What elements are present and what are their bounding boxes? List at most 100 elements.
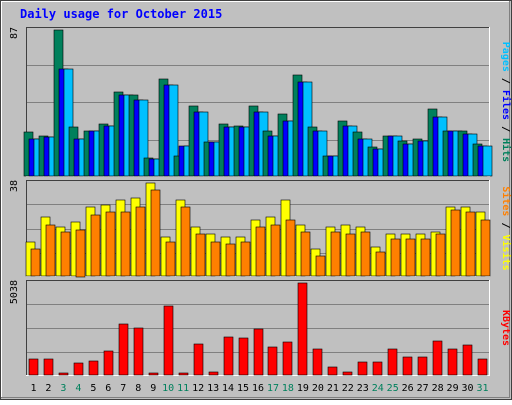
bar-kbytes-kbytes-28 (432, 340, 443, 376)
bar-visits-sites-9 (150, 189, 161, 277)
bar-kbytes-kbytes-21 (327, 366, 338, 376)
panel-kbytes: 5038 KBytes (9, 280, 511, 376)
bar-visits-sites-29 (450, 209, 461, 277)
axis-title-part-sites: Sites (500, 186, 512, 216)
x-label-day-16: 16 (252, 383, 264, 394)
bar-visits-sites-8 (135, 206, 146, 277)
bar-kbytes-kbytes-3 (58, 372, 69, 376)
axis-title-kbytes: KBytes (500, 310, 511, 346)
axis-title-separator: / (500, 216, 511, 234)
bar-hits-pages-10 (168, 84, 179, 177)
x-label-day-28: 28 (432, 383, 444, 394)
max-label-visits: 38 (9, 180, 20, 192)
axis-title-part-hits: Hits (500, 138, 512, 162)
chart-panels: 87 Pages / Files / Hits 38 Sites / Visits 50… (9, 27, 512, 376)
bar-hits-pages-8 (138, 99, 149, 177)
bar-kbytes-kbytes-22 (342, 371, 353, 376)
axis-title-separator: / (500, 120, 511, 138)
x-label-day-8: 8 (135, 383, 141, 394)
chart-title: Daily usage for October 2015 (20, 7, 222, 21)
x-label-day-23: 23 (357, 383, 369, 394)
bar-visits-sites-5 (90, 214, 101, 277)
x-label-day-4: 4 (75, 383, 81, 394)
x-label-day-7: 7 (120, 383, 126, 394)
bar-visits-sites-11 (180, 206, 191, 277)
x-label-day-20: 20 (312, 383, 324, 394)
bar-visits-sites-2 (45, 224, 56, 277)
panel-visits: 38 Sites / Visits (9, 180, 512, 278)
x-axis-labels: 1 2 3 4 5 6 7 8 9 10 11 12 13 14 15 16 17 18 19 20 21 22 23 24 2… (30, 383, 488, 394)
bar-kbytes-kbytes-16 (253, 328, 264, 376)
x-label-day-14: 14 (222, 383, 234, 394)
bar-visits-sites-4 (75, 229, 86, 278)
x-label-day-18: 18 (282, 383, 294, 394)
bar-visits-sites-13 (210, 241, 221, 277)
bar-kbytes-kbytes-25 (387, 348, 398, 376)
bar-kbytes-kbytes-4 (73, 362, 84, 376)
bar-visits-sites-15 (240, 241, 251, 277)
bar-visits-sites-7 (120, 211, 131, 277)
bar-kbytes-kbytes-5 (88, 360, 99, 376)
bar-hits-pages-3 (63, 68, 74, 177)
bar-visits-sites-26 (405, 238, 416, 277)
bar-kbytes-kbytes-27 (417, 356, 428, 376)
bar-kbytes-kbytes-9 (148, 372, 159, 376)
max-label-hits: 87 (9, 27, 20, 39)
x-label-day-5: 5 (90, 383, 96, 394)
x-label-day-1: 1 (30, 383, 36, 394)
bar-kbytes-kbytes-6 (103, 350, 114, 376)
x-label-day-27: 27 (417, 383, 429, 394)
bar-visits-sites-30 (465, 211, 476, 277)
x-label-day-24: 24 (372, 383, 384, 394)
bar-kbytes-kbytes-24 (372, 361, 383, 376)
bar-visits-sites-10 (165, 241, 176, 277)
bar-visits-sites-27 (420, 238, 431, 277)
x-label-day-2: 2 (45, 383, 51, 394)
x-label-day-17: 17 (267, 383, 279, 394)
axis-title-separator: / (500, 72, 511, 90)
bar-visits-sites-23 (360, 231, 371, 277)
bar-visits-sites-21 (330, 231, 341, 277)
axis-title-part-pages: Pages (500, 42, 511, 72)
x-label-day-3: 3 (60, 383, 66, 394)
bar-kbytes-kbytes-20 (312, 348, 323, 376)
x-label-day-10: 10 (162, 383, 174, 394)
bar-visits-sites-16 (255, 226, 266, 277)
bar-visits-sites-17 (270, 224, 281, 277)
bar-visits-sites-25 (390, 238, 401, 277)
x-label-day-6: 6 (105, 383, 111, 394)
x-label-day-21: 21 (327, 383, 339, 394)
x-label-day-11: 11 (177, 383, 189, 394)
bar-kbytes-kbytes-31 (477, 358, 488, 376)
x-label-day-12: 12 (192, 383, 204, 394)
bar-kbytes-kbytes-30 (462, 344, 473, 376)
x-label-day-22: 22 (342, 383, 354, 394)
bar-visits-sites-6 (105, 211, 116, 277)
bar-hits-pages-31 (482, 145, 493, 177)
bar-visits-sites-18 (285, 219, 296, 277)
bar-hits-pages-20 (317, 130, 328, 177)
bar-kbytes-kbytes-13 (208, 371, 219, 376)
bar-visits-sites-31 (480, 219, 491, 277)
bar-kbytes-kbytes-19 (297, 282, 308, 376)
bar-kbytes-kbytes-11 (178, 372, 189, 376)
x-label-day-13: 13 (207, 383, 219, 394)
bar-visits-sites-19 (300, 231, 311, 277)
bar-kbytes-kbytes-14 (223, 336, 234, 376)
axis-title-part-kbytes: KBytes (500, 310, 511, 346)
axis-title-part-files: Files (500, 90, 512, 120)
axis-title-part-visits: Visits (500, 235, 512, 271)
bar-kbytes-kbytes-12 (193, 343, 204, 376)
axis-title-visits: Sites / Visits (500, 186, 512, 270)
bar-visits-sites-12 (195, 233, 206, 277)
x-label-day-15: 15 (237, 383, 249, 394)
bar-kbytes-kbytes-15 (238, 337, 249, 376)
panel-hits: 87 Pages / Files / Hits (9, 27, 512, 177)
bar-visits-sites-28 (435, 233, 446, 277)
x-label-day-19: 19 (297, 383, 309, 394)
bar-kbytes-kbytes-18 (282, 341, 293, 376)
x-label-day-25: 25 (387, 383, 399, 394)
bar-kbytes-kbytes-2 (43, 358, 54, 376)
bar-kbytes-kbytes-1 (28, 358, 39, 376)
